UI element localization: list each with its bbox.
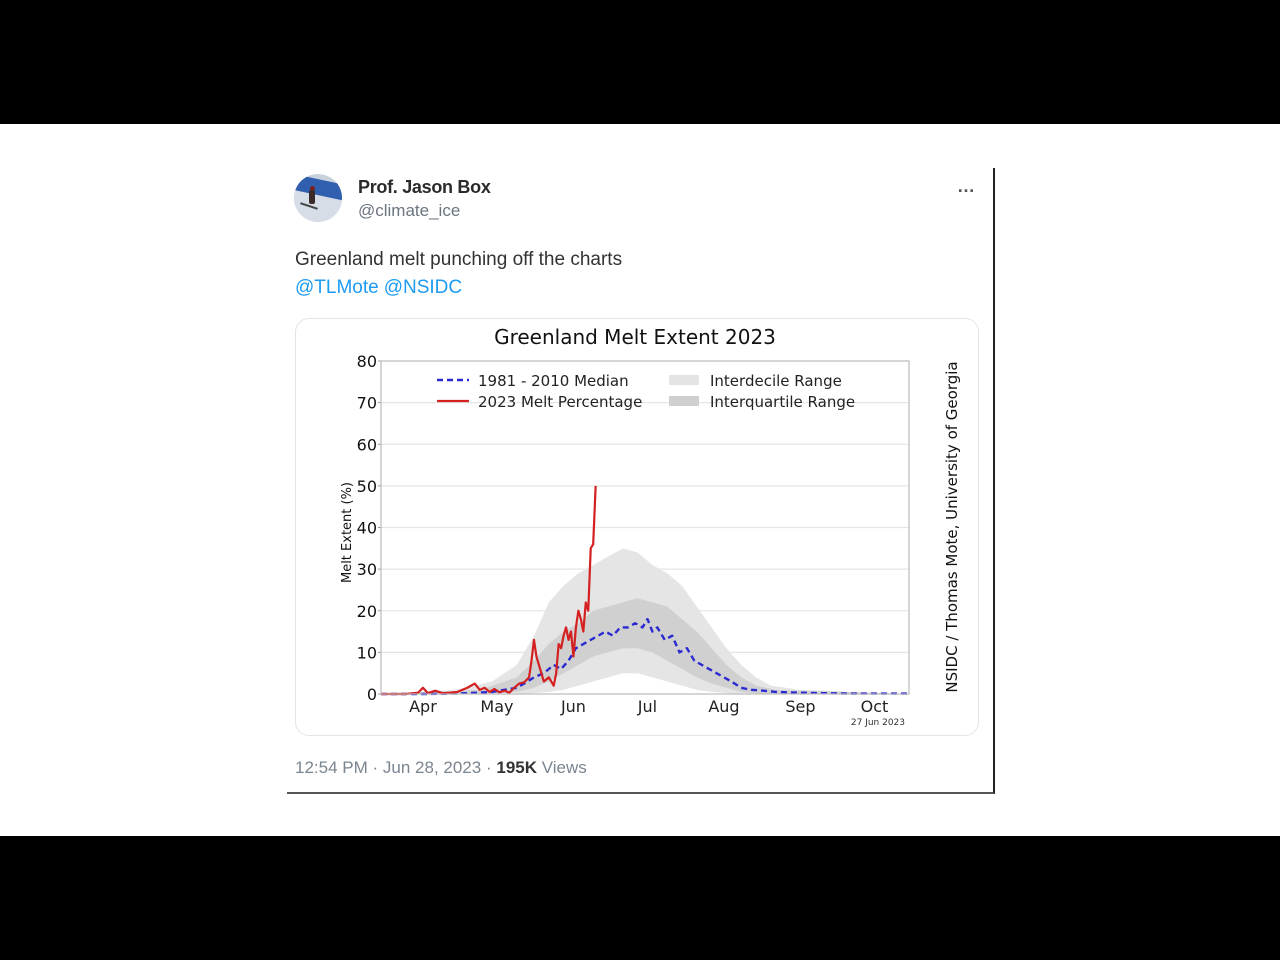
svg-text:0: 0 <box>367 685 377 704</box>
tweet-card: Prof. Jason Box @climate_ice … Greenland… <box>287 168 995 794</box>
chart-credit: NSIDC / Thomas Mote, University of Georg… <box>943 361 961 693</box>
tweet-media-chart[interactable]: Greenland Melt Extent 2023 0 10 20 30 40 50 60… <box>295 318 979 736</box>
svg-text:Oct: Oct <box>861 697 889 716</box>
chart-title: Greenland Melt Extent 2023 <box>494 325 776 349</box>
tweet-meta: 12:54 PM · Jun 28, 2023 · 195K Views <box>295 758 587 777</box>
avatar[interactable] <box>294 174 342 222</box>
svg-text:1981 - 2010 Median: 1981 - 2010 Median <box>478 372 629 390</box>
author-name[interactable]: Prof. Jason Box <box>358 177 491 197</box>
svg-text:Jul: Jul <box>637 697 657 716</box>
svg-text:20: 20 <box>357 602 377 621</box>
svg-text:Jun: Jun <box>560 697 586 716</box>
melt-extent-chart: 0 10 20 30 40 50 60 70 80 Apr May Jun Jul Aug Sep Oct 27… <box>340 352 910 728</box>
svg-text:2023 Melt Percentage: 2023 Melt Percentage <box>478 393 642 411</box>
mention-link[interactable]: @NSIDC <box>383 277 463 298</box>
svg-text:30: 30 <box>357 560 377 579</box>
more-options-icon[interactable]: … <box>957 176 976 196</box>
svg-text:Sep: Sep <box>785 697 815 716</box>
tweet-text: Greenland melt punching off the charts <box>295 249 623 270</box>
svg-text:10: 10 <box>357 643 377 662</box>
svg-text:70: 70 <box>357 394 377 413</box>
svg-text:Aug: Aug <box>708 697 739 716</box>
views-label: Views <box>541 758 587 777</box>
svg-text:50: 50 <box>357 477 377 496</box>
svg-text:Interdecile Range: Interdecile Range <box>710 372 842 390</box>
views-count: 195K <box>496 758 537 777</box>
tweet-time[interactable]: 12:54 PM <box>295 758 368 777</box>
mention-link[interactable]: @TLMote <box>295 277 379 298</box>
svg-text:40: 40 <box>357 519 377 538</box>
svg-text:27 Jun 2023: 27 Jun 2023 <box>851 718 905 728</box>
tweet-date[interactable]: Jun 28, 2023 <box>382 758 482 777</box>
svg-text:Interquartile Range: Interquartile Range <box>710 393 855 411</box>
svg-text:May: May <box>480 697 513 716</box>
svg-text:60: 60 <box>357 435 377 454</box>
tweet-mentions: @TLMote @NSIDC <box>295 277 467 299</box>
svg-text:Apr: Apr <box>409 697 437 716</box>
page-background: Prof. Jason Box @climate_ice … Greenland… <box>0 124 1280 836</box>
svg-text:Melt Extent (%): Melt Extent (%) <box>340 482 355 583</box>
author-handle[interactable]: @climate_ice <box>358 201 461 220</box>
svg-text:80: 80 <box>357 352 377 371</box>
